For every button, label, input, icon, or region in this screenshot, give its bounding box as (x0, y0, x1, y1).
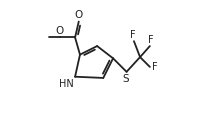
Text: F: F (148, 35, 154, 45)
Text: O: O (75, 10, 83, 20)
Text: F: F (152, 62, 157, 72)
Text: HN: HN (59, 78, 74, 89)
Text: O: O (56, 26, 64, 35)
Text: S: S (123, 74, 129, 84)
Text: F: F (130, 30, 135, 40)
